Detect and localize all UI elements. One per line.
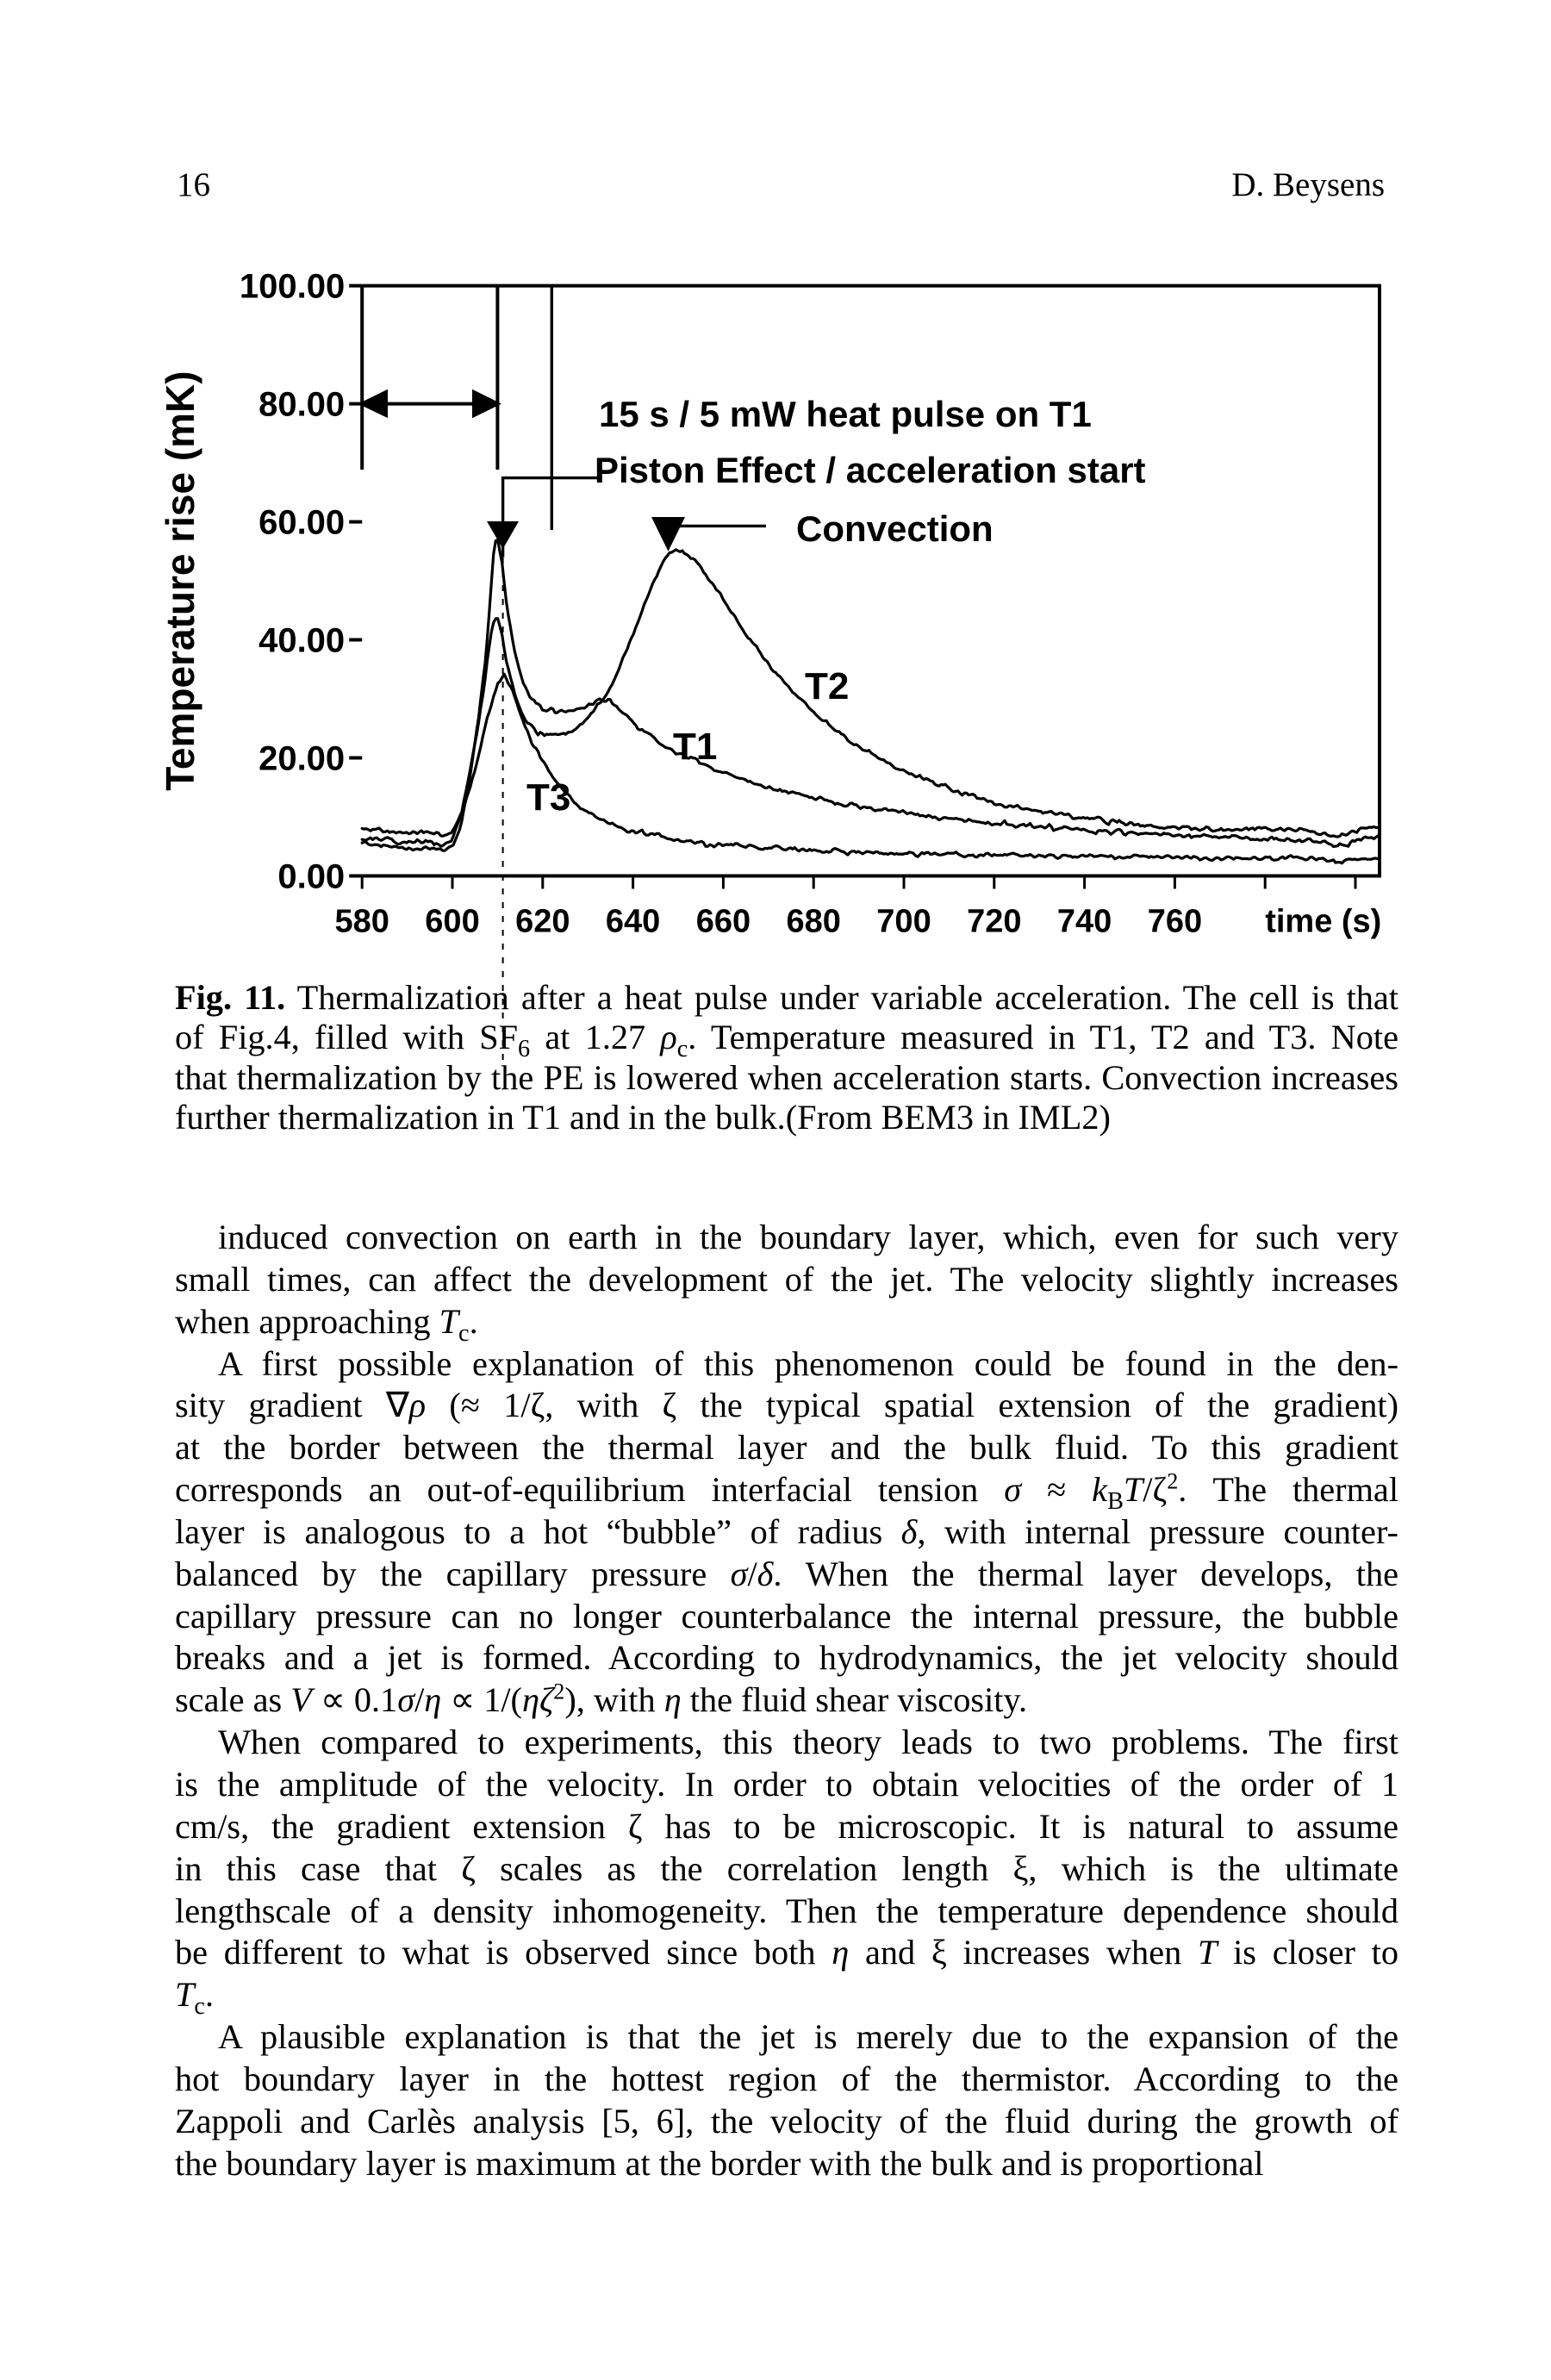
svg-text:760: 760 [1148, 904, 1202, 940]
svg-text:T2: T2 [805, 665, 849, 707]
svg-text:720: 720 [967, 904, 1021, 940]
svg-text:580: 580 [334, 904, 389, 940]
svg-text:80.00: 80.00 [258, 386, 345, 424]
svg-text:T3: T3 [526, 776, 570, 819]
svg-text:20.00: 20.00 [258, 740, 345, 778]
svg-text:time (s): time (s) [1265, 904, 1381, 940]
svg-text:680: 680 [786, 904, 840, 940]
svg-text:700: 700 [876, 904, 931, 940]
svg-text:600: 600 [425, 904, 479, 940]
svg-text:Piston Effect / acceleration s: Piston Effect / acceleration start [595, 450, 1146, 490]
svg-text:Temperature rise (mK): Temperature rise (mK) [158, 371, 202, 790]
svg-text:640: 640 [606, 904, 660, 940]
svg-text:15 s / 5 mW heat pulse on T1: 15 s / 5 mW heat pulse on T1 [599, 394, 1092, 434]
svg-text:740: 740 [1057, 904, 1112, 940]
svg-text:Convection: Convection [796, 508, 994, 549]
svg-text:620: 620 [515, 904, 570, 940]
svg-text:0.00: 0.00 [277, 858, 345, 896]
svg-text:100.00: 100.00 [240, 268, 345, 306]
svg-text:60.00: 60.00 [258, 504, 345, 542]
svg-text:660: 660 [696, 904, 751, 940]
svg-text:40.00: 40.00 [258, 622, 345, 660]
svg-text:T1: T1 [673, 726, 717, 768]
